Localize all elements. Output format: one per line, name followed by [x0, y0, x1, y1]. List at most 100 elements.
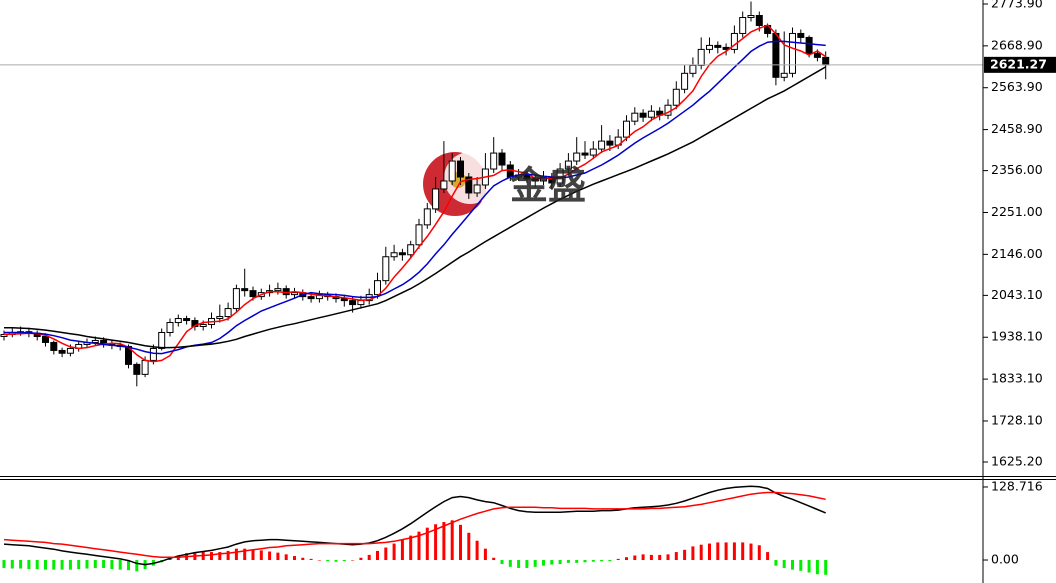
- histogram-bar: [749, 543, 753, 561]
- candle-body: [274, 288, 282, 292]
- histogram-bar: [683, 549, 687, 561]
- histogram-bar: [708, 543, 711, 561]
- y-tick-label: 2146.00: [991, 246, 1043, 261]
- candle-body: [50, 341, 58, 351]
- candle-body: [589, 148, 597, 156]
- histogram-bar: [243, 548, 247, 561]
- histogram-bar: [27, 560, 31, 570]
- histogram-bar: [666, 554, 670, 561]
- candle-body: [448, 160, 456, 182]
- histogram-bar: [317, 560, 321, 561]
- histogram-bar: [19, 560, 23, 569]
- histogram-bar: [732, 542, 736, 561]
- candle-body: [91, 339, 99, 343]
- histogram-bar: [824, 560, 828, 575]
- histogram-bar: [52, 560, 56, 570]
- candle-body: [564, 160, 572, 170]
- histogram-bar: [774, 560, 778, 566]
- candle-body: [813, 52, 821, 58]
- histogram-bar: [68, 560, 72, 570]
- candle-body: [465, 176, 473, 194]
- histogram-bar: [309, 558, 313, 561]
- histogram-bar: [616, 558, 620, 561]
- histogram-bar: [459, 524, 462, 561]
- histogram-bar: [791, 560, 794, 570]
- candle-body: [66, 347, 74, 354]
- y-tick-label: 2458.90: [991, 121, 1043, 136]
- candle-body: [249, 290, 257, 298]
- histogram-bar: [591, 560, 595, 562]
- histogram-bar: [674, 552, 678, 561]
- histogram-bar: [716, 542, 720, 561]
- histogram-bar: [376, 550, 379, 561]
- candle-body: [573, 152, 581, 162]
- candle-body: [706, 44, 713, 50]
- histogram-bar: [334, 560, 338, 562]
- histogram-bar: [815, 560, 819, 575]
- candle-body: [523, 174, 531, 180]
- candle-body: [739, 17, 747, 34]
- histogram-bar: [649, 554, 653, 561]
- candle-body: [822, 56, 830, 66]
- candle-body: [149, 347, 157, 361]
- histogram-bar: [93, 560, 97, 568]
- histogram-bar: [301, 557, 305, 561]
- histogram-bar: [392, 543, 396, 561]
- candle-body: [747, 15, 755, 19]
- line-series: [3, 485, 826, 566]
- candle-body: [166, 322, 174, 333]
- histogram-bar: [558, 560, 562, 564]
- histogram-bar: [268, 551, 272, 561]
- candle-body: [141, 359, 149, 375]
- histogram-bar: [741, 542, 745, 561]
- last-price-label: 2621.27: [990, 56, 1047, 71]
- histogram-bar: [135, 560, 139, 572]
- candle-body: [490, 152, 498, 170]
- histogram-bar: [483, 548, 487, 561]
- candle-body: [772, 32, 780, 78]
- histogram-bar: [2, 560, 6, 568]
- histogram-bar: [276, 552, 280, 561]
- histogram-bar: [442, 521, 446, 561]
- histogram-bar: [625, 557, 628, 561]
- candle-body: [805, 36, 813, 54]
- candle-body: [58, 349, 66, 354]
- y-tick-label: 0.00: [991, 552, 1019, 567]
- histogram-bar: [492, 557, 496, 561]
- histogram-bar: [102, 560, 106, 568]
- histogram-bar: [475, 540, 479, 561]
- candle-body: [407, 244, 415, 256]
- candle-body: [623, 120, 630, 138]
- histogram-bar: [218, 552, 222, 561]
- histogram-bar: [807, 560, 811, 573]
- histogram-bar: [434, 524, 438, 561]
- histogram-bar: [85, 560, 89, 569]
- histogram-bar: [542, 560, 545, 566]
- watermark: 金盛: [509, 164, 586, 208]
- histogram-bar: [342, 560, 346, 562]
- candle-body: [581, 152, 589, 156]
- y-tick-label: 2043.10: [991, 287, 1043, 302]
- candle-body: [689, 64, 697, 74]
- last-price-box: [984, 56, 1056, 73]
- candle-body: [340, 298, 348, 302]
- candle-body: [390, 252, 398, 258]
- histogram-bar: [384, 547, 388, 561]
- candle-body: [307, 296, 315, 300]
- y-tick-label: 1833.10: [991, 371, 1043, 386]
- candle-body: [174, 318, 182, 324]
- histogram-bar: [210, 552, 213, 561]
- histogram-bar: [409, 535, 413, 561]
- y-tick-label: 2668.90: [991, 37, 1043, 52]
- histogram-bar: [44, 560, 47, 570]
- histogram-bar: [351, 560, 355, 561]
- candle-body: [631, 112, 639, 122]
- y-tick-label: 2773.90: [991, 0, 1043, 10]
- histogram-bar: [234, 548, 238, 561]
- y-tick-label: 1728.10: [991, 412, 1043, 427]
- candle-body: [315, 294, 323, 300]
- histogram-bar: [517, 560, 521, 568]
- line-series: [3, 24, 827, 363]
- candle-body: [382, 256, 390, 282]
